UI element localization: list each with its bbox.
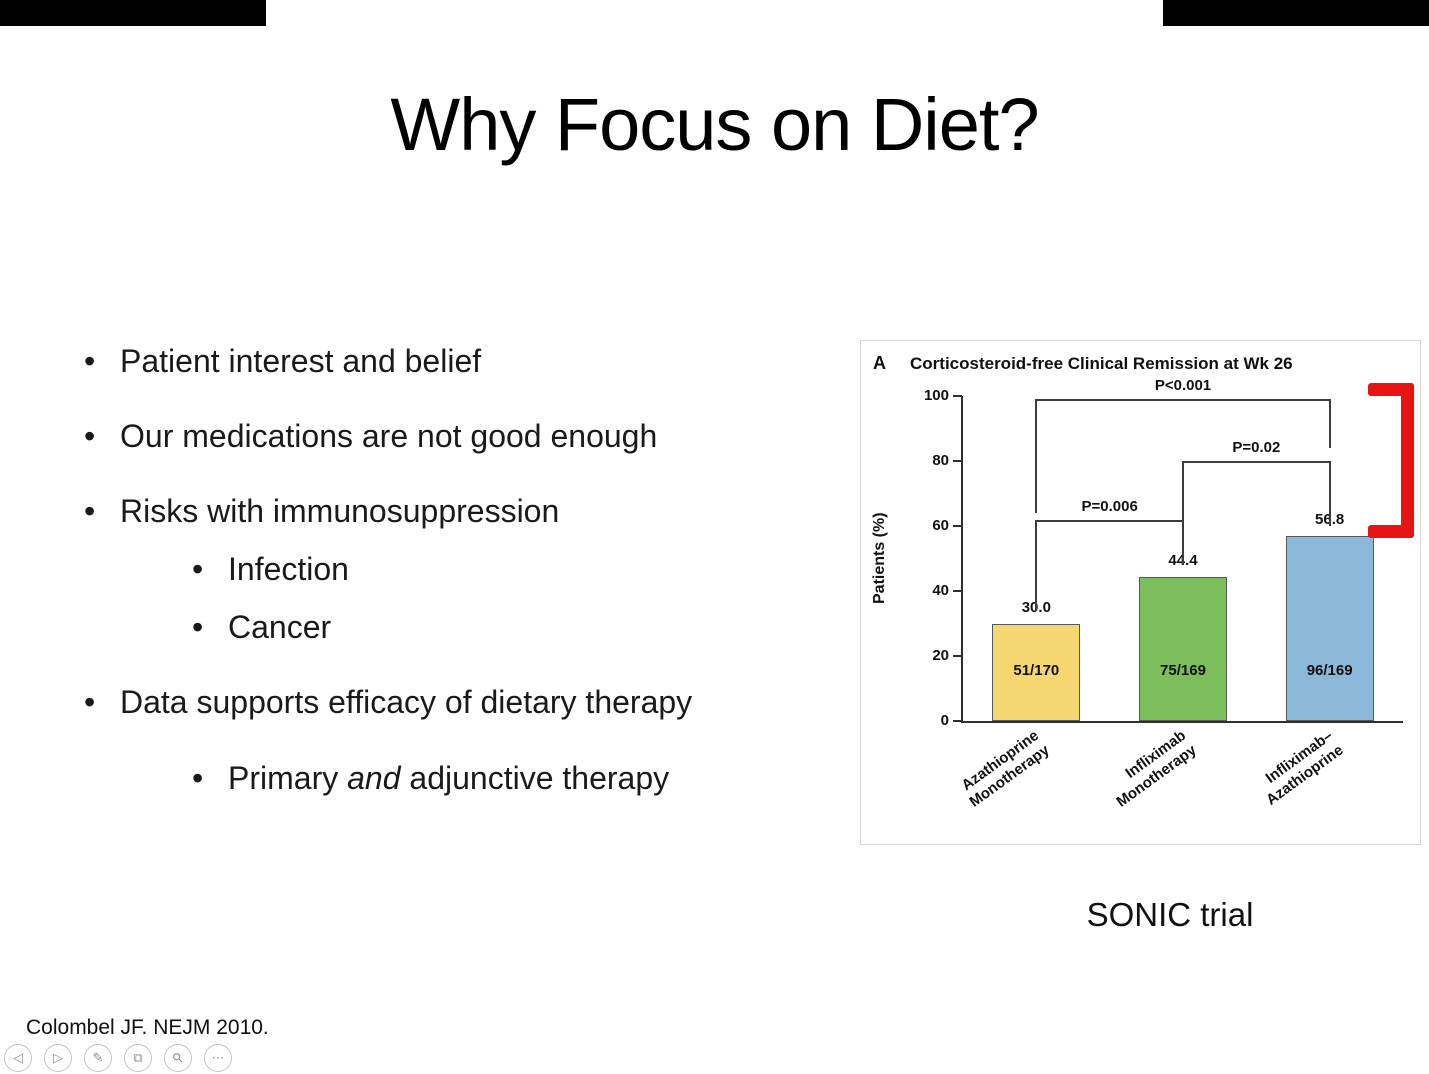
y-tick-label: 40 [932,582,949,599]
bullet-item: Risks with immunosuppression [84,490,924,532]
presentation-controls: ◁ ▷ ✎ ⧉ ⚲ ⋯ [4,1038,232,1074]
significance-bracket-drop [1328,461,1331,526]
chart-panel-label: A [873,353,886,373]
zoom-button[interactable]: ⚲ [158,1038,198,1074]
pen-icon: ✎ [92,1050,104,1065]
sub-bullet-item: Cancer [192,606,924,648]
y-tick-mark [953,720,962,722]
y-tick-label: 0 [940,712,949,729]
red-bracket-vertical [1401,383,1414,538]
x-axis-category-label: Azathioprine Monotherapy [958,727,1053,811]
chart-header: A Corticosteroid-free Clinical Remission … [873,353,1412,374]
bullet-text-italic: and [347,760,401,796]
bullet-text: Cancer [228,609,332,645]
bullet-item: Data supports efficacy of dietary therap… [84,681,924,723]
bullet-text: Data supports efficacy of dietary therap… [120,684,693,720]
bullet-text: Our medications are not good enough [120,418,658,454]
next-icon: ▷ [53,1050,63,1065]
chart-bar [1139,576,1227,721]
significance-bracket-drop [1182,461,1184,565]
bar-fraction-label: 75/169 [1160,662,1206,679]
chart-title: Corticosteroid-free Clinical Remission a… [910,354,1293,373]
y-tick-mark [953,460,962,462]
y-tick-label: 80 [932,452,949,469]
y-tick-label: 20 [932,647,949,664]
top-right-decoration-bar [1163,0,1429,26]
bullet-text: Primary [228,760,348,796]
chart-bar [992,623,1081,721]
y-tick-mark [953,655,962,657]
p-value-label: P<0.001 [1154,377,1212,395]
sub-bullet-item: Primary and adjunctive therapy [192,757,924,799]
chart-caption: SONIC trial [1086,896,1254,933]
citation: Colombel JF. NEJM 2010. [26,1016,269,1039]
bar-fraction-label: 51/170 [1013,662,1060,679]
p-value-label: P=0.02 [1232,439,1281,456]
sub-bullet-item: Infection [192,548,924,590]
pen-tool-button[interactable]: ✎ [84,1044,112,1072]
significance-bracket-drop [1035,519,1038,611]
significance-bracket-line [1183,461,1330,463]
bullet-text: Risks with immunosuppression [120,493,560,529]
x-axis-category-label: Infliximab Monotherapy [1113,727,1200,811]
x-axis-category-label: Infliximab– Azathioprine [1262,727,1347,809]
copy-icon: ⧉ [133,1050,143,1065]
y-tick-mark [953,525,962,527]
red-highlight-bracket [1368,383,1414,538]
bar-fraction-label: 96/169 [1306,662,1353,679]
significance-bracket-line [1036,399,1330,402]
copy-slide-button[interactable]: ⧉ [124,1044,152,1072]
ellipsis-icon: ⋯ [211,1050,225,1065]
y-tick-mark [953,590,962,592]
previous-icon: ◁ [13,1050,23,1065]
bullet-text: adjunctive therapy [400,760,670,796]
chart-plot-area: 0 20 40 60 80 100 30.0 51/170 Azathioprine Monot… [924,377,1403,811]
red-bracket-top-arm [1368,383,1414,396]
y-tick-label: 60 [932,517,949,534]
bullet-list: Patient interest and belief Our medicati… [84,340,924,799]
significance-bracket-drop [1328,399,1331,448]
bullet-text: Patient interest and belief [120,343,482,379]
bullet-text: Infection [228,551,349,587]
magnifier-icon: ⚲ [168,1048,187,1067]
bullet-item: Our medications are not good enough [84,415,924,457]
previous-slide-button[interactable]: ◁ [4,1044,32,1072]
top-left-decoration-bar [0,0,266,26]
significance-bracket-line [1036,519,1183,522]
next-slide-button[interactable]: ▷ [44,1044,72,1072]
y-tick-label: 100 [923,387,949,404]
bullet-item: Patient interest and belief [84,340,924,382]
y-tick-mark [953,395,962,397]
red-bracket-bottom-arm [1368,525,1414,538]
chart-y-axis-label: Patients (%) [871,512,888,605]
more-options-button[interactable]: ⋯ [204,1044,232,1072]
sonic-trial-bar-chart: A Corticosteroid-free Clinical Remission … [860,340,1421,845]
slide-title: Why Focus on Diet? [390,83,1039,166]
significance-bracket-drop [1035,399,1038,513]
p-value-label: P=0.006 [1081,497,1138,515]
chart-bar [1285,536,1374,721]
